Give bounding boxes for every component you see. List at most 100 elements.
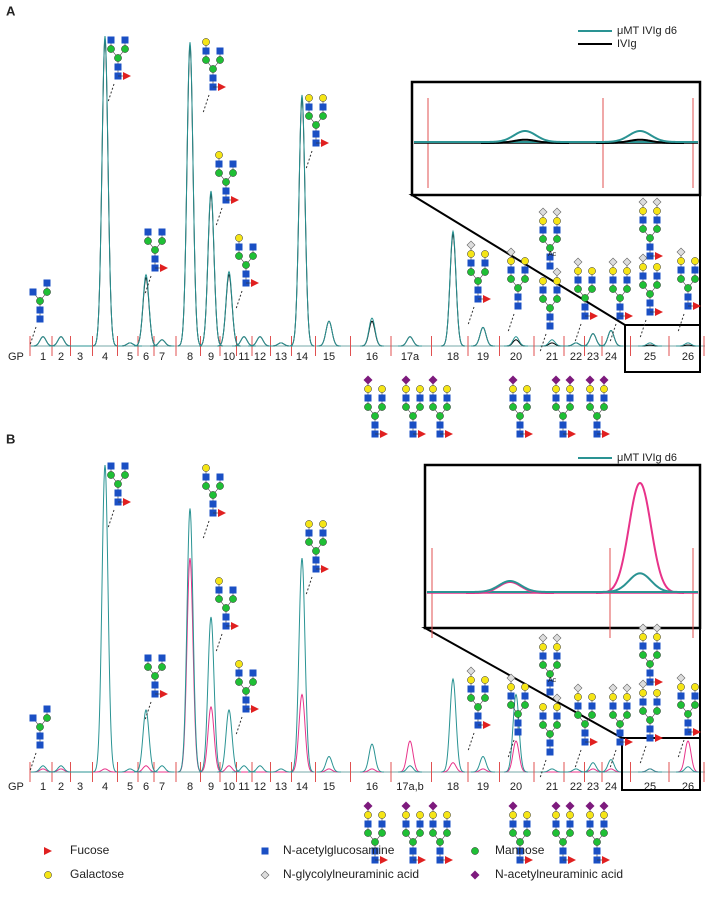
mannose	[646, 660, 654, 668]
galactose	[523, 811, 531, 819]
glcnac	[481, 685, 489, 693]
leader	[144, 275, 152, 295]
peak	[397, 336, 423, 347]
glcnac	[539, 652, 547, 660]
glcnac	[144, 654, 152, 662]
peak	[248, 765, 272, 773]
x-tick-label: 2	[58, 351, 64, 363]
fucose	[445, 430, 453, 438]
peak	[150, 339, 174, 347]
peak	[397, 336, 423, 347]
mannose	[521, 275, 529, 283]
glcnac	[215, 160, 223, 168]
mannose	[593, 412, 601, 420]
glcnac	[653, 642, 661, 650]
mannose	[684, 284, 692, 292]
glcnac	[546, 322, 554, 330]
x-tick-label: 13	[275, 351, 287, 363]
mannose	[436, 838, 444, 846]
glcnac	[553, 286, 561, 294]
mannose	[653, 651, 661, 659]
galactose	[429, 385, 437, 393]
fucose	[231, 622, 239, 630]
neuac	[599, 801, 609, 811]
peak	[289, 94, 315, 347]
galactose	[509, 811, 517, 819]
glcnac	[523, 394, 531, 402]
glcnac	[261, 847, 269, 855]
mannose	[546, 244, 554, 252]
legend-label: N-acetylglucosamine	[283, 843, 395, 857]
mannose	[319, 538, 327, 546]
glcnac	[623, 702, 631, 710]
neugc	[573, 683, 583, 693]
mannose	[378, 403, 386, 411]
fucose	[693, 302, 701, 310]
fucose	[445, 856, 453, 864]
galactose	[378, 811, 386, 819]
peak	[133, 276, 159, 347]
mannose	[553, 235, 561, 243]
x-tick-label: 23	[587, 351, 599, 363]
mannose	[216, 482, 224, 490]
inset-peak	[596, 129, 684, 143]
glcnac	[684, 719, 692, 727]
mannose	[158, 663, 166, 671]
glcnac	[151, 255, 159, 263]
neugc	[538, 207, 548, 217]
galactose	[416, 811, 424, 819]
leader	[574, 323, 582, 343]
glcnac	[364, 820, 372, 828]
mannose	[202, 482, 210, 490]
fucose	[123, 498, 131, 506]
galactose	[507, 257, 515, 265]
glcnac	[443, 820, 451, 828]
glcnac	[29, 714, 37, 722]
leader	[467, 306, 475, 326]
glcnac	[474, 712, 482, 720]
galactose	[235, 660, 243, 668]
neugc	[506, 247, 516, 257]
mannose	[364, 829, 372, 837]
glcnac	[593, 421, 601, 429]
peak	[471, 326, 495, 347]
x-tick-label: 3	[77, 351, 83, 363]
peak	[92, 35, 118, 347]
glcnac	[521, 266, 529, 274]
mannose	[402, 829, 410, 837]
galactose	[507, 683, 515, 691]
mannose	[416, 829, 424, 837]
galactose	[609, 693, 617, 701]
mannose	[235, 678, 243, 686]
glcnac	[436, 847, 444, 855]
fucose	[418, 856, 426, 864]
galactose	[691, 257, 699, 265]
leader	[507, 739, 515, 759]
x-tick-label: 10	[223, 351, 235, 363]
neuac	[565, 375, 575, 385]
leader	[507, 313, 515, 333]
glcnac	[371, 421, 379, 429]
glcnac	[609, 276, 617, 284]
neugc	[552, 267, 562, 277]
peak	[289, 558, 315, 773]
glcnac	[319, 103, 327, 111]
mannose	[319, 112, 327, 120]
galactose	[553, 277, 561, 285]
glcnac	[29, 288, 37, 296]
x-axis-label: GP	[8, 781, 24, 793]
peak	[216, 273, 242, 347]
x-tick-label: 6	[143, 781, 149, 793]
x-tick-label: 4	[102, 781, 108, 793]
galactose	[481, 250, 489, 258]
mannose	[653, 281, 661, 289]
mannose	[114, 54, 122, 62]
mannose	[144, 237, 152, 245]
glcnac	[600, 820, 608, 828]
leader	[639, 319, 647, 339]
mannose	[691, 275, 699, 283]
leader	[609, 323, 617, 343]
galactose	[623, 267, 631, 275]
glcnac	[574, 276, 582, 284]
x-tick-label: 1	[40, 781, 46, 793]
